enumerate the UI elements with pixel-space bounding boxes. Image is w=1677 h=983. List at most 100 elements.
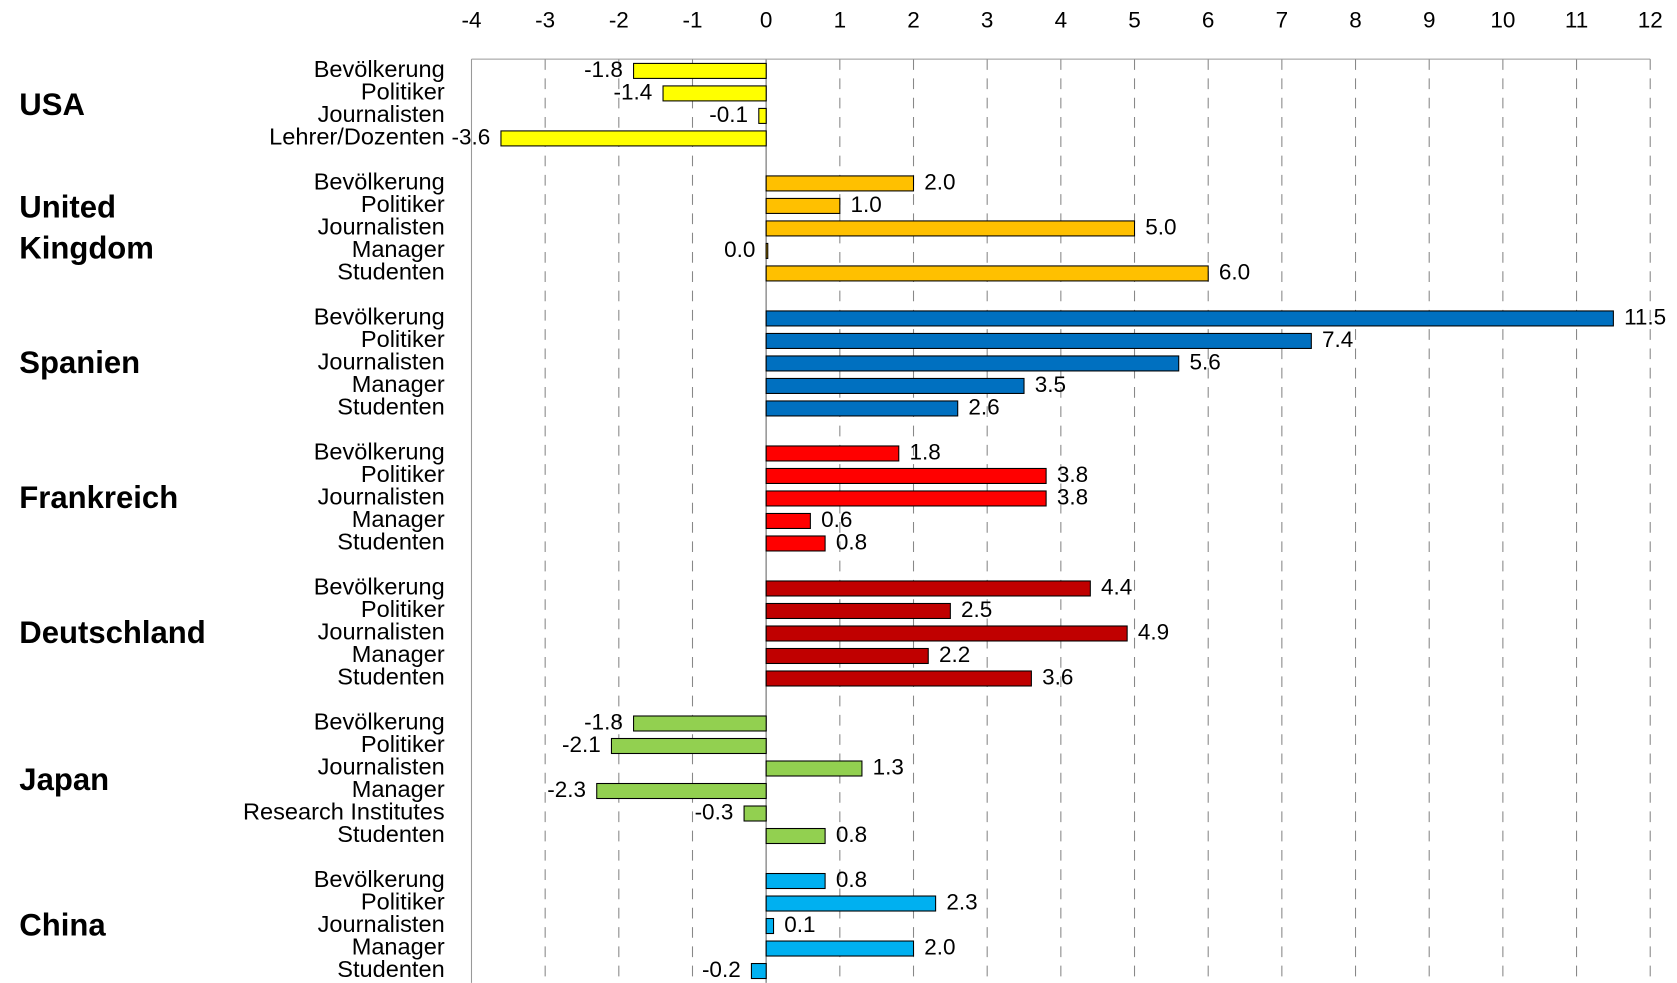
category-label: Politiker bbox=[361, 596, 445, 622]
value-label: 1.3 bbox=[873, 754, 904, 779]
value-label: 7.4 bbox=[1322, 327, 1353, 352]
group-label-box: United Kingdom bbox=[19, 190, 154, 266]
category-label: Bevölkerung bbox=[314, 169, 445, 195]
value-label: 2.0 bbox=[924, 169, 955, 194]
bar bbox=[765, 872, 826, 890]
value-label: -2.3 bbox=[547, 777, 586, 802]
bar bbox=[765, 535, 826, 552]
group-label-wrap: Japan bbox=[19, 732, 249, 828]
category-label: Manager bbox=[352, 776, 445, 802]
bar bbox=[610, 737, 767, 755]
bar bbox=[765, 917, 775, 935]
bar bbox=[765, 670, 1032, 687]
group-label: Spanien bbox=[19, 346, 141, 381]
category-label: Studenten bbox=[337, 529, 444, 555]
bar bbox=[765, 400, 959, 417]
category-label: Manager bbox=[352, 236, 445, 262]
x-tick-label: 8 bbox=[1349, 8, 1362, 33]
bar bbox=[750, 962, 767, 980]
category-label: Journalisten bbox=[318, 754, 445, 780]
bar bbox=[765, 332, 1312, 349]
x-tick-label: 0 bbox=[760, 8, 773, 33]
value-label: 2.0 bbox=[924, 934, 955, 959]
group-label: China bbox=[19, 908, 106, 944]
category-label: Bevölkerung bbox=[314, 866, 445, 892]
value-label: 6.0 bbox=[1219, 259, 1250, 284]
category-label: Politiker bbox=[361, 191, 445, 217]
bar bbox=[765, 647, 929, 665]
bar bbox=[765, 580, 1091, 597]
category-label: Politiker bbox=[361, 731, 445, 757]
category-label: Lehrer/Dozenten bbox=[269, 124, 445, 150]
bar bbox=[765, 220, 1136, 237]
value-label: 0.8 bbox=[836, 822, 867, 847]
bar bbox=[765, 355, 1180, 372]
bar bbox=[765, 602, 951, 620]
bar bbox=[662, 85, 767, 102]
value-label: 2.6 bbox=[968, 394, 999, 419]
x-tick-label: 3 bbox=[981, 8, 994, 33]
bar bbox=[765, 490, 1047, 507]
category-label: Bevölkerung bbox=[314, 304, 445, 330]
bar bbox=[633, 715, 767, 732]
value-label: -0.1 bbox=[709, 102, 748, 127]
category-label: Journalisten bbox=[318, 911, 445, 937]
bar bbox=[765, 895, 937, 912]
category-label: Journalisten bbox=[318, 619, 445, 645]
x-tick-label: 7 bbox=[1276, 8, 1289, 33]
value-label: 1.0 bbox=[851, 192, 882, 217]
x-tick-label: 4 bbox=[1055, 8, 1068, 33]
value-label: 0.0 bbox=[724, 237, 755, 262]
value-label: -1.4 bbox=[614, 79, 653, 104]
group-label-wrap: China bbox=[19, 878, 249, 974]
category-label: Research Institutes bbox=[243, 799, 445, 825]
value-label: 5.0 bbox=[1145, 214, 1176, 239]
category-label: Bevölkerung bbox=[314, 574, 445, 600]
value-label: 0.8 bbox=[836, 529, 867, 554]
x-tick-label: -1 bbox=[682, 8, 702, 33]
category-label: Manager bbox=[352, 506, 445, 532]
group-label: United Kingdom bbox=[19, 190, 154, 266]
bar bbox=[758, 107, 767, 124]
category-label: Studenten bbox=[337, 394, 444, 420]
group-label: Deutschland bbox=[19, 616, 206, 651]
value-label: 2.3 bbox=[946, 889, 977, 914]
group-label-box: Spanien bbox=[19, 346, 141, 381]
x-tick-label: 12 bbox=[1638, 8, 1663, 33]
bar bbox=[633, 62, 767, 79]
category-label: Studenten bbox=[337, 956, 444, 982]
value-label: 3.5 bbox=[1035, 372, 1066, 397]
category-label: Studenten bbox=[337, 259, 444, 285]
value-label: 4.9 bbox=[1138, 619, 1169, 644]
group-label-wrap: Deutschland bbox=[19, 585, 249, 681]
x-tick-label: -4 bbox=[461, 8, 481, 33]
group-label-wrap: USA bbox=[19, 56, 249, 152]
bar bbox=[765, 625, 1128, 642]
category-label: Politiker bbox=[361, 461, 445, 487]
value-label: 1.8 bbox=[909, 439, 940, 464]
category-label: Studenten bbox=[337, 821, 444, 847]
value-label: -0.3 bbox=[695, 799, 734, 824]
group-label: USA bbox=[19, 87, 85, 122]
x-tick-label: 10 bbox=[1490, 8, 1515, 33]
value-label: -1.8 bbox=[584, 57, 623, 82]
bar bbox=[765, 242, 769, 259]
bar bbox=[765, 940, 915, 957]
group-label: Frankreich bbox=[19, 481, 179, 516]
bar bbox=[765, 760, 863, 777]
value-label: 11.5 bbox=[1624, 304, 1666, 329]
group-label: Japan bbox=[19, 762, 110, 797]
bar bbox=[765, 445, 900, 462]
value-label: -3.6 bbox=[451, 124, 490, 149]
bar bbox=[596, 782, 767, 800]
group-label-box: Deutschland bbox=[19, 585, 249, 681]
value-label: 2.5 bbox=[961, 597, 992, 622]
group-label-box: USA bbox=[19, 56, 249, 152]
category-label: Journalisten bbox=[318, 349, 445, 375]
category-label: Journalisten bbox=[318, 214, 445, 240]
group-label-wrap: Frankreich bbox=[19, 450, 249, 546]
value-label: 5.6 bbox=[1189, 349, 1220, 374]
category-label: Manager bbox=[352, 641, 445, 667]
group-label-box: Frankreich bbox=[19, 450, 249, 546]
